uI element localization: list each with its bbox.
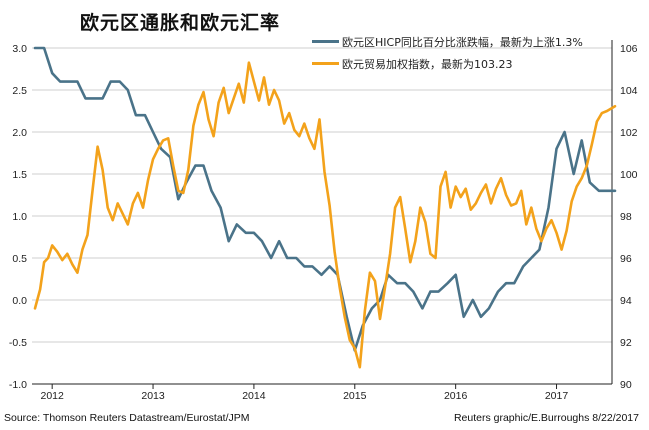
series-line-euro-index xyxy=(33,61,617,369)
y-left-tick-label: 0.0 xyxy=(12,295,27,307)
legend-label-euro-index: 欧元贸易加权指数，最新为103.23 xyxy=(342,58,513,71)
y-right-tick-label: 98 xyxy=(620,211,632,223)
legend-swatch-inflation xyxy=(312,40,339,43)
y-left-tick-label: -0.5 xyxy=(9,337,27,349)
source-note: Source: Thomson Reuters Datastream/Euros… xyxy=(4,412,250,424)
x-axis: 2012 2013 2014 2015 2016 2017 xyxy=(40,384,568,402)
y-axis-right: 106 104 102 100 98 96 94 92 90 xyxy=(620,43,638,391)
legend-label-inflation: 欧元区HICP同比百分比涨跌幅，最新为上涨1.3% xyxy=(342,36,583,49)
y-right-tick-label: 90 xyxy=(620,379,632,391)
y-right-tick-label: 94 xyxy=(620,295,632,307)
series-line-inflation xyxy=(33,46,617,352)
y-left-tick-label: 0.5 xyxy=(12,253,27,265)
y-right-tick-label: 96 xyxy=(620,253,632,265)
credit-note: Reuters graphic/E.Burroughs 8/22/2017 xyxy=(453,412,639,424)
y-right-tick-label: 100 xyxy=(620,169,638,181)
y-left-tick-label: 2.0 xyxy=(12,127,27,139)
y-right-tick-label: 92 xyxy=(620,337,632,349)
y-left-tick-label: 3.0 xyxy=(12,43,27,55)
y-left-tick-label: 1.5 xyxy=(12,169,27,181)
y-right-tick-label: 102 xyxy=(620,127,638,139)
x-tick-label: 2017 xyxy=(545,390,569,402)
x-tick-label: 2014 xyxy=(242,390,266,402)
legend-swatch-euro-index xyxy=(312,62,339,65)
y-left-tick-label: -1.0 xyxy=(9,379,27,391)
x-tick-label: 2016 xyxy=(444,390,468,402)
y-axis-left: 3.0 2.5 2.0 1.5 1.0 0.5 0.0 -0.5 -1.0 xyxy=(9,43,27,391)
x-tick-label: 2015 xyxy=(343,390,367,402)
series-lines xyxy=(33,46,617,369)
y-left-tick-label: 1.0 xyxy=(12,211,27,223)
chart-title: 欧元区通胀和欧元汇率 xyxy=(80,12,281,34)
y-right-tick-label: 106 xyxy=(620,43,638,55)
plot-frame xyxy=(32,40,613,385)
x-tick-label: 2012 xyxy=(40,390,64,402)
y-right-tick-label: 104 xyxy=(620,85,638,97)
x-tick-label: 2013 xyxy=(141,390,165,402)
y-left-tick-label: 2.5 xyxy=(12,85,27,97)
